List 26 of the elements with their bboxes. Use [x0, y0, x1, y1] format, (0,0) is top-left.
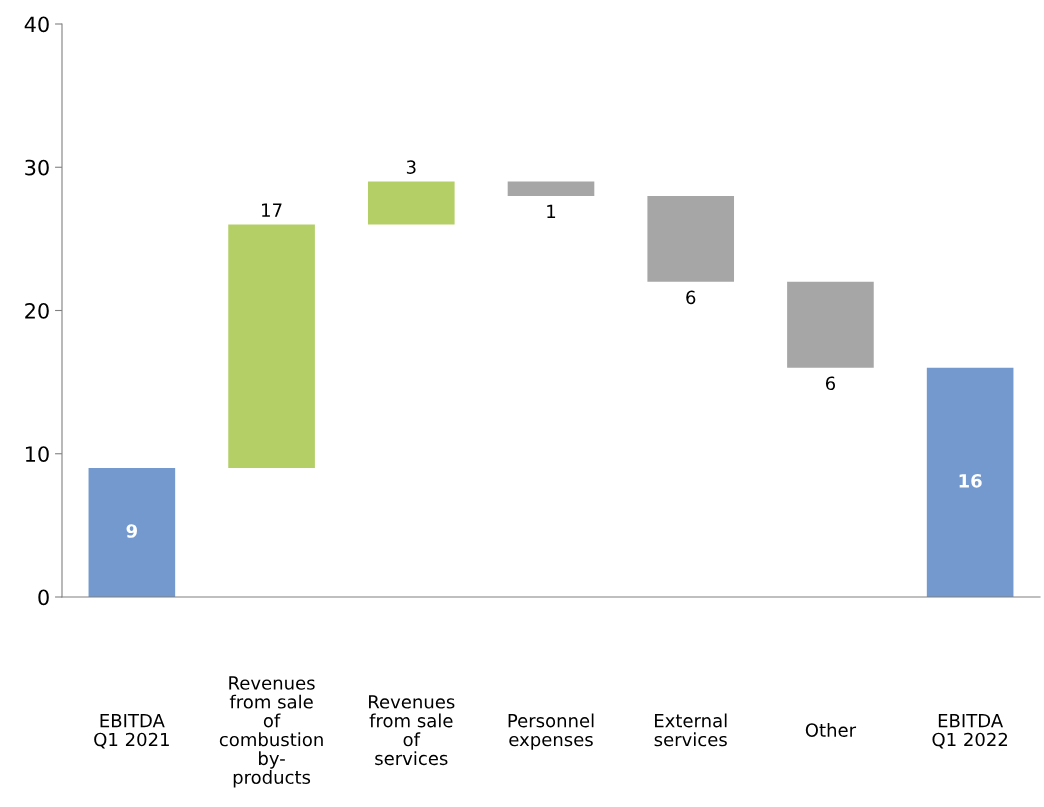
bar [507, 181, 595, 196]
y-tick-label: 10 [25, 446, 49, 462]
data-label: 16 [959, 474, 982, 488]
bar [228, 224, 315, 469]
data-label: 9 [126, 524, 137, 538]
data-label: 17 [262, 203, 282, 217]
x-tick-label: Other [805, 722, 857, 737]
x-tick-label: EBITDA Q1 2021 [94, 714, 169, 749]
data-label: 1 [547, 204, 556, 218]
bar [926, 367, 1014, 597]
x-tick-label: External services [654, 713, 727, 747]
x-tick-label: EBITDA Q1 2022 [932, 714, 1008, 749]
data-label: 3 [406, 160, 416, 174]
x-tick-label: Personnel expenses [508, 713, 594, 750]
y-tick-label: 40 [24, 16, 49, 33]
bar [647, 195, 735, 282]
y-tick-label: 20 [25, 302, 49, 319]
data-label: 6 [825, 376, 836, 391]
bar [787, 281, 874, 368]
x-tick-label: Revenues from sale of combustion by- products [219, 676, 323, 788]
bar [367, 181, 455, 225]
data-label: 6 [686, 290, 696, 305]
x-tick-label: Revenues from sale of services [369, 695, 455, 766]
y-tick-label: 0 [38, 589, 49, 606]
bar [88, 468, 176, 597]
y-tick-label: 30 [25, 159, 49, 176]
